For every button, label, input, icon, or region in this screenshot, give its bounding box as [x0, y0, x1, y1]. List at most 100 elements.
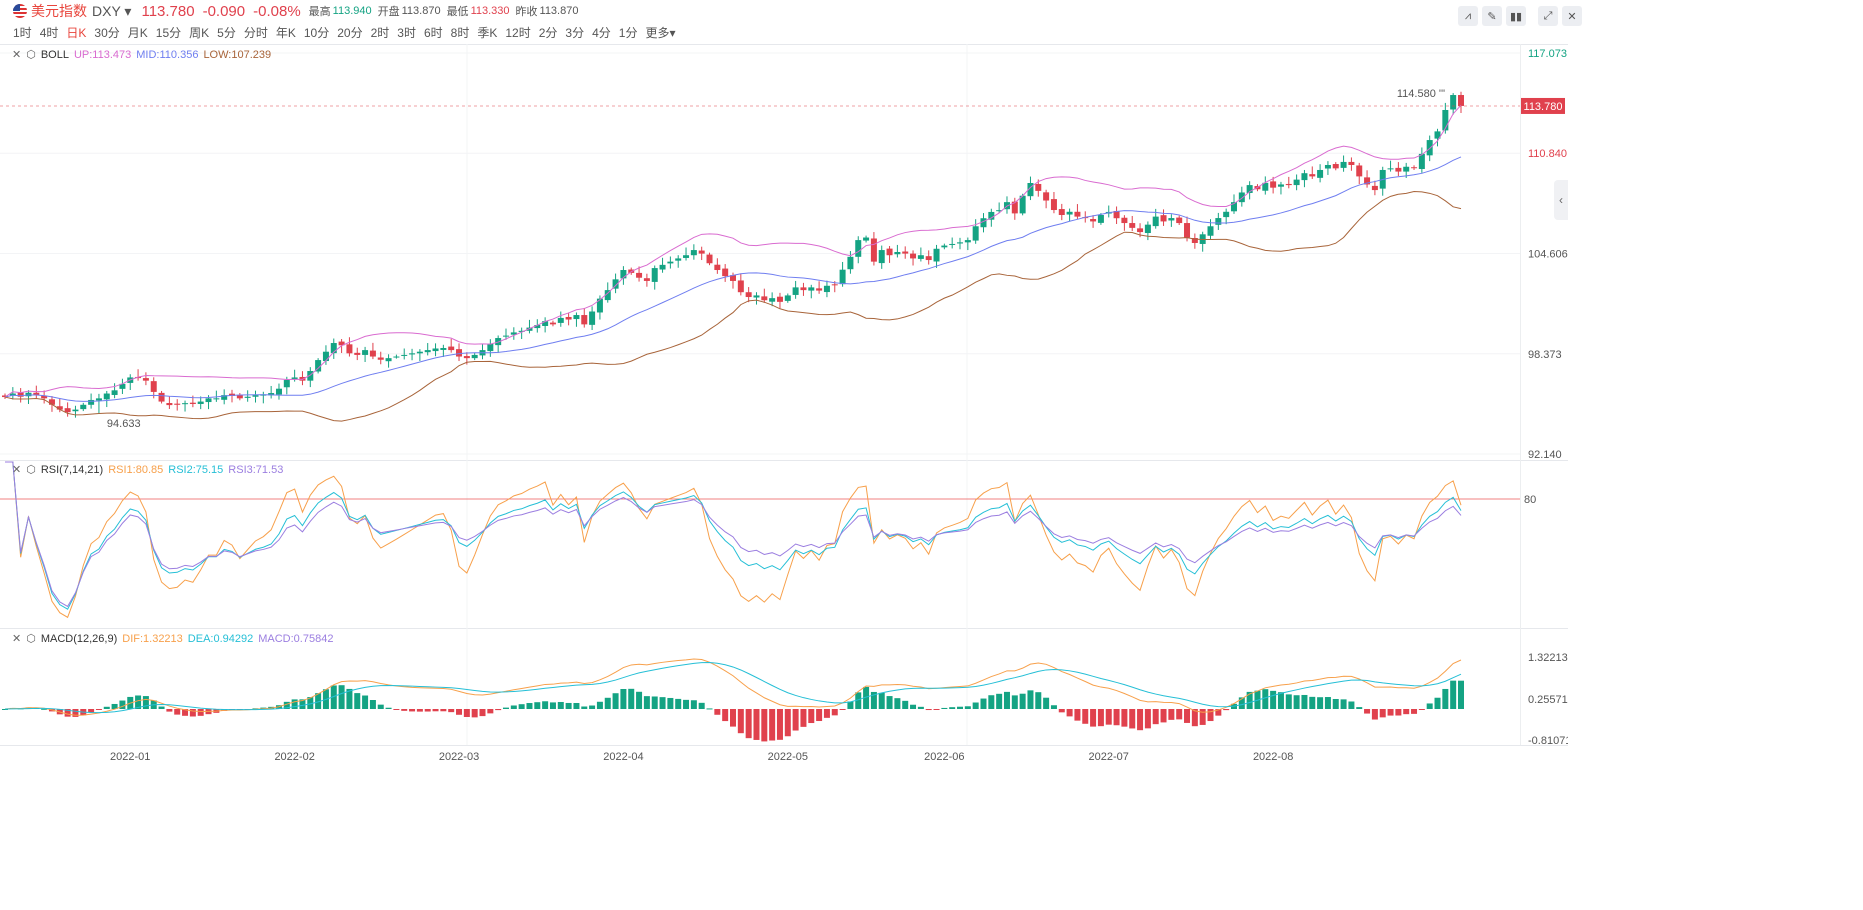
period-tab[interactable]: 季K: [477, 26, 498, 40]
period-tab[interactable]: 12时: [505, 26, 531, 40]
candle-down: [706, 254, 713, 264]
candle-down: [1011, 201, 1018, 214]
macd-tick-label: 1.32213: [1528, 652, 1568, 664]
candle-up: [283, 380, 290, 388]
period-tab[interactable]: 8时: [450, 26, 470, 40]
period-tab[interactable]: 日K: [66, 26, 87, 40]
period-tab[interactable]: 4分: [592, 26, 611, 40]
macd-histogram-bar: [166, 709, 173, 712]
period-tab[interactable]: 5分: [217, 26, 236, 40]
period-tab[interactable]: 1分: [618, 26, 638, 40]
period-tab[interactable]: 更多▾: [645, 26, 676, 40]
rsi2-line: [5, 461, 1462, 610]
candle-down: [346, 344, 353, 354]
candle-up: [784, 295, 791, 301]
candlestick-chart[interactable]: 117.073 110.840 104.606 98.373 92.140 113.780…: [0, 0, 1568, 866]
min-price-marker: 94.633: [107, 418, 141, 430]
macd-histogram-bar: [72, 709, 79, 717]
remove-indicator-icon[interactable]: ✕: [12, 633, 22, 645]
macd-histogram-bar: [776, 709, 783, 740]
macd-histogram-bar: [393, 709, 400, 710]
candle-down: [1395, 167, 1402, 172]
period-tab[interactable]: 3分: [565, 26, 585, 40]
low-label: 最低: [446, 6, 469, 18]
period-tab[interactable]: 月K: [127, 26, 148, 40]
candle-up: [1027, 182, 1034, 197]
macd-histogram-bar: [839, 709, 846, 710]
remove-indicator-icon[interactable]: ✕: [12, 464, 22, 476]
date-axis-label: 2022-01: [110, 751, 150, 763]
close-icon[interactable]: ✕: [1562, 6, 1582, 26]
period-tab[interactable]: 6时: [423, 26, 443, 40]
period-tab[interactable]: 30分: [94, 26, 120, 40]
date-axis-label: 2022-02: [274, 751, 314, 763]
collapse-panel-button[interactable]: ‹: [1554, 180, 1568, 220]
candle-up: [72, 409, 79, 412]
macd-histogram-bar: [1340, 699, 1347, 709]
boll-mid: MID:110.356: [136, 48, 199, 61]
candle-up: [690, 250, 697, 256]
candle-down: [56, 406, 63, 410]
candle-up: [557, 317, 564, 323]
candle-down: [1184, 223, 1191, 238]
candle-down: [1285, 183, 1292, 186]
macd-histogram-bar: [299, 699, 306, 709]
candle-up: [542, 321, 549, 326]
macd-histogram-bar: [9, 707, 16, 709]
settings-icon[interactable]: ⬡: [26, 633, 36, 645]
candle-up: [933, 248, 940, 262]
period-tab[interactable]: 10分: [303, 26, 330, 40]
period-tab[interactable]: 2分: [538, 26, 558, 40]
rsi1-value: RSI1:80.85: [108, 463, 164, 476]
candle-up: [1152, 216, 1159, 227]
macd-histogram-bar: [753, 709, 760, 740]
macd-histogram-bar: [1442, 688, 1449, 709]
candle-down: [1371, 185, 1378, 191]
rsi1-line: [5, 461, 1462, 619]
boll-legend: ✕ ⬡ BOLL UP:113.473 MID:110.356 LOW:107.…: [12, 48, 271, 62]
period-tab[interactable]: 4时: [39, 26, 59, 40]
candle-down: [549, 322, 556, 325]
macd-histogram-bar: [1027, 690, 1034, 709]
macd-histogram-bar: [1379, 709, 1386, 718]
period-tab[interactable]: 15分: [155, 26, 182, 40]
period-tab[interactable]: 2时: [370, 26, 390, 40]
candle-up: [221, 395, 228, 400]
settings-icon[interactable]: ⬡: [26, 49, 36, 61]
candle-down: [628, 269, 635, 273]
macd-histogram-bar: [1207, 709, 1214, 722]
open-value: 113.870: [401, 5, 441, 17]
symbol-selector[interactable]: DXY ▾: [92, 2, 132, 19]
period-tab[interactable]: 周K: [189, 26, 210, 40]
indicator-icon[interactable]: ⩘: [1458, 6, 1478, 26]
candle-up: [823, 285, 830, 293]
macd-histogram-bar: [17, 708, 24, 710]
fullscreen-icon[interactable]: ⤢: [1538, 6, 1558, 26]
candle-up: [111, 390, 118, 395]
macd-histogram-bar: [307, 697, 314, 709]
candle-up: [620, 270, 627, 279]
remove-indicator-icon[interactable]: ✕: [12, 49, 22, 61]
macd-histogram-bar: [182, 709, 189, 716]
macd-histogram-bar: [401, 709, 408, 711]
macd-histogram-bar: [291, 699, 298, 709]
candle-up: [988, 211, 995, 220]
candle-up: [1387, 168, 1394, 170]
macd-histogram-bar: [1168, 709, 1175, 720]
macd-histogram-bar: [221, 709, 228, 711]
macd-histogram-bar: [1215, 709, 1222, 716]
period-tab[interactable]: 20分: [337, 26, 363, 40]
candle-up: [957, 242, 964, 244]
period-tab[interactable]: 3时: [397, 26, 416, 40]
price-tick-label: 110.840: [1528, 148, 1567, 160]
period-tab[interactable]: 分时: [243, 26, 268, 40]
macd-histogram-bar: [1254, 690, 1261, 709]
period-tab[interactable]: 1时: [13, 26, 32, 40]
candle-type-icon[interactable]: ▮▮: [1506, 6, 1526, 26]
candle-down: [1332, 164, 1339, 169]
settings-icon[interactable]: ⬡: [26, 464, 36, 476]
draw-icon[interactable]: ✎: [1482, 6, 1502, 26]
period-tab[interactable]: 年K: [275, 26, 296, 40]
boll-up: UP:113.473: [73, 48, 132, 61]
macd-histogram-bar: [675, 698, 682, 709]
